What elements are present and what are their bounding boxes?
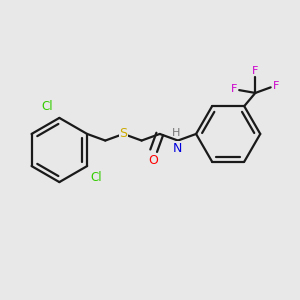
Text: N: N: [173, 142, 183, 155]
Text: F: F: [231, 84, 237, 94]
Text: O: O: [149, 154, 159, 167]
Text: H: H: [172, 128, 181, 138]
Text: F: F: [252, 66, 259, 76]
Text: F: F: [272, 80, 279, 91]
Text: Cl: Cl: [42, 100, 53, 113]
Text: Cl: Cl: [90, 170, 102, 184]
Text: S: S: [119, 128, 128, 140]
